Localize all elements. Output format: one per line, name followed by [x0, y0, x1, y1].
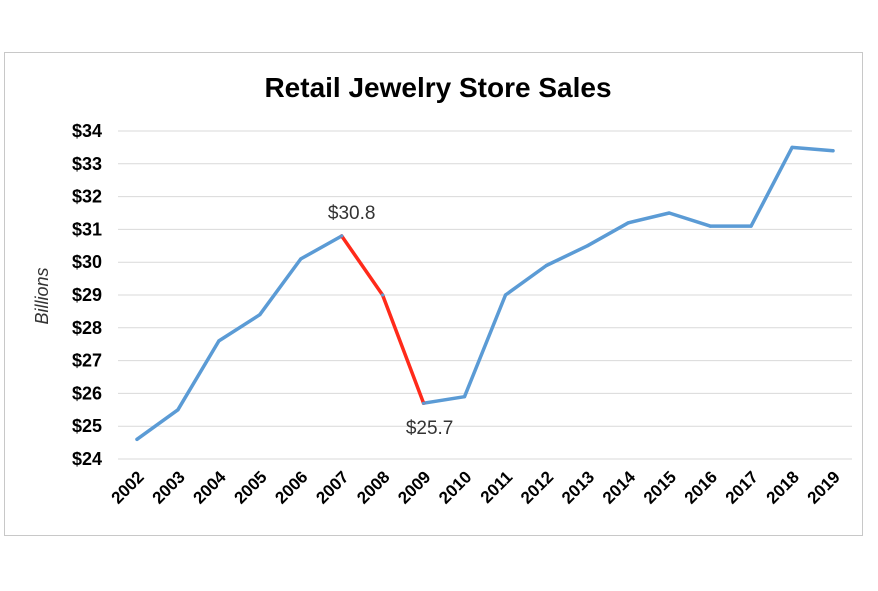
- y-tick-label: $25: [72, 416, 102, 436]
- y-tick-label: $26: [72, 383, 102, 403]
- data-point: [790, 145, 794, 149]
- x-tick-label: 2010: [435, 467, 475, 507]
- x-tick-label: 2018: [763, 467, 803, 507]
- x-tick-label: 2006: [271, 467, 311, 507]
- chart-title: Retail Jewelry Store Sales: [264, 72, 611, 103]
- x-tick-label: 2012: [517, 467, 557, 507]
- y-tick-labels: $24 $25 $26 $27 $28 $29 $30 $31 $32 $33 $34: [72, 121, 102, 469]
- x-tick-label: 2007: [312, 467, 352, 507]
- x-tick-label: 2002: [108, 467, 148, 507]
- x-tick-label: 2009: [394, 467, 434, 507]
- data-point: [340, 234, 344, 238]
- data-labels: $30.8 $25.7: [328, 203, 453, 439]
- series-lines: [135, 145, 835, 442]
- data-label: $30.8: [328, 203, 376, 224]
- x-tick-label: 2013: [558, 467, 598, 507]
- data-point: [585, 244, 589, 248]
- data-point: [217, 339, 221, 343]
- data-point: [667, 211, 671, 215]
- data-point: [503, 293, 508, 297]
- y-tick-label: $27: [72, 351, 102, 371]
- x-tick-label: 2003: [149, 467, 189, 507]
- data-point: [544, 263, 549, 268]
- highlighted-decline-segment: [339, 234, 426, 405]
- y-tick-label: $34: [72, 121, 102, 141]
- y-tick-label: $33: [72, 154, 102, 174]
- data-point: [176, 408, 180, 412]
- x-tick-label: 2005: [230, 467, 270, 507]
- y-axis-label: Billions: [32, 267, 52, 324]
- y-tick-label: $30: [72, 252, 102, 272]
- x-tick-label: 2015: [640, 467, 680, 507]
- data-point: [462, 395, 467, 399]
- x-tick-label: 2011: [477, 467, 517, 507]
- x-tick-label: 2004: [190, 467, 231, 508]
- data-point: [626, 221, 630, 225]
- x-tick-label: 2019: [804, 467, 844, 507]
- y-tick-label: $32: [72, 187, 102, 207]
- y-tick-label: $29: [72, 285, 102, 305]
- data-point: [749, 224, 753, 228]
- data-point: [135, 437, 139, 441]
- data-point: [831, 149, 835, 153]
- x-tick-label: 2017: [722, 467, 762, 507]
- data-point: [299, 257, 303, 261]
- chart-frame: [4, 52, 863, 536]
- x-tick-label: 2014: [599, 467, 640, 508]
- series-line-segment: [421, 145, 835, 405]
- data-point: [708, 224, 712, 228]
- y-tick-label: $28: [72, 318, 102, 338]
- x-tick-label: 2008: [353, 467, 393, 507]
- data-point: [381, 293, 385, 297]
- data-point: [258, 313, 262, 317]
- gridlines: [118, 130, 852, 460]
- data-point: [421, 401, 426, 405]
- y-tick-label: $31: [72, 219, 102, 239]
- series-line-segment: [135, 234, 344, 442]
- x-tick-label: 2016: [681, 467, 721, 507]
- x-tick-labels: 2002 2003 2004 2005 2006 2007 2008 2009 2010 2011…: [108, 467, 844, 508]
- y-tick-label: $24: [72, 449, 102, 469]
- data-label: $25.7: [406, 418, 454, 439]
